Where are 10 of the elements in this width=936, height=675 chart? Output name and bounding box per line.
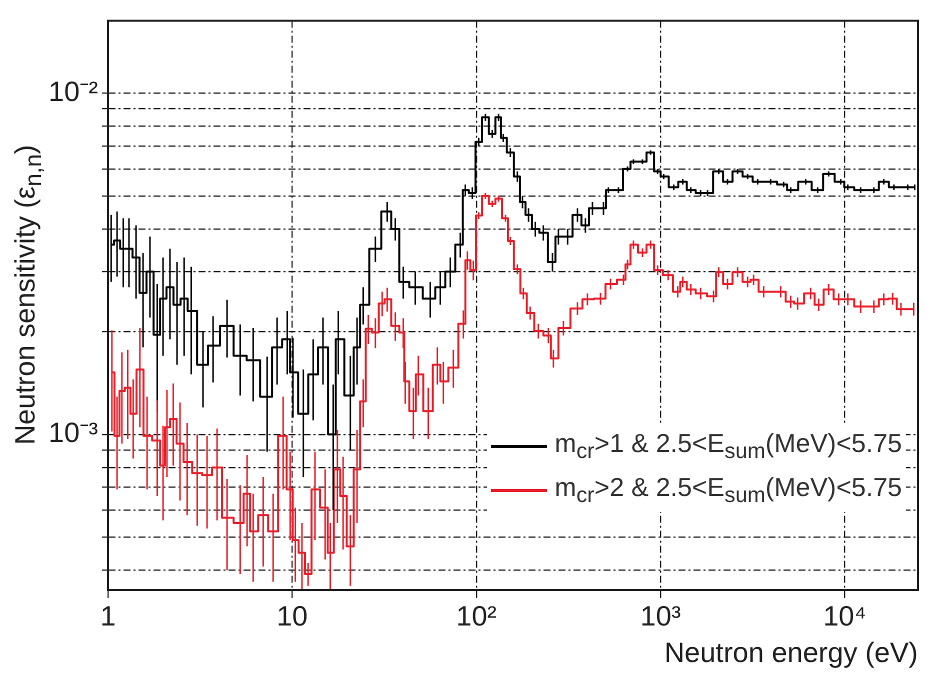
x-tick-label: 10³ — [640, 600, 681, 632]
x-tick-label: 1 — [100, 600, 116, 632]
x-tick-label: 10² — [456, 600, 497, 632]
legend-label: m$_{cr}$>2 & 2.5<E$_{sum}$(MeV)<5.75 — [554, 472, 902, 508]
x-tick-label: 10⁴ — [823, 600, 866, 632]
x-axis-title: Neutron energy (eV) — [664, 636, 918, 668]
y-tick-label: 10⁻³ — [48, 417, 98, 448]
y-tick-label: 10⁻² — [48, 76, 98, 107]
legend-label: m$_{cr}$>1 & 2.5<E$_{sum}$(MeV)<5.75 — [554, 428, 902, 464]
x-tick-label: 10 — [276, 600, 308, 632]
